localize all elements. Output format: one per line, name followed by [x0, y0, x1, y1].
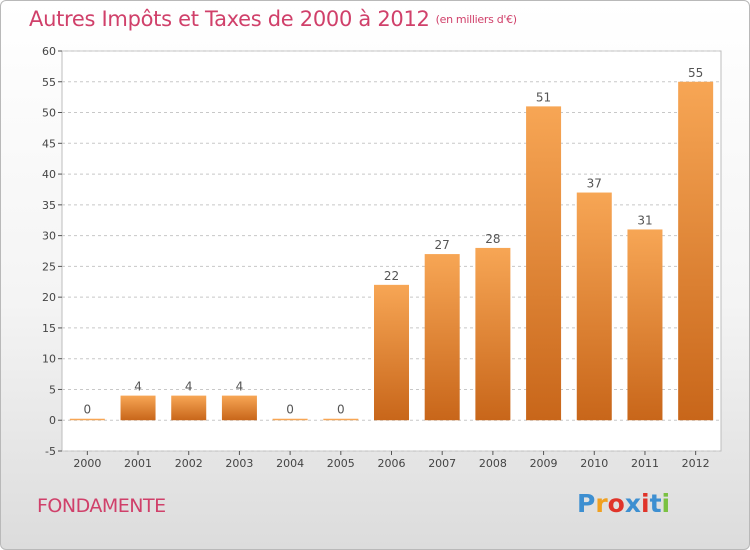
data-label: 27: [435, 238, 450, 252]
y-tick-label: -5: [45, 445, 56, 458]
x-tick-label: 2001: [124, 457, 152, 470]
y-tick-label: 35: [42, 199, 56, 212]
bar: [272, 418, 308, 421]
logo-letter: t: [649, 489, 662, 518]
logo-letter: P: [577, 489, 596, 518]
bar: [424, 254, 460, 421]
y-tick-label: 50: [42, 107, 56, 120]
y-tick-label: 15: [42, 322, 56, 335]
bar: [526, 106, 562, 421]
x-tick-label: 2010: [580, 457, 608, 470]
y-tick-label: 55: [42, 76, 56, 89]
commune-name: FONDAMENTE: [37, 495, 166, 517]
bar: [627, 229, 663, 421]
x-tick-label: 2007: [428, 457, 456, 470]
logo-letter: i: [661, 489, 671, 518]
logo-letter: x: [624, 489, 641, 518]
bar: [323, 418, 359, 421]
y-tick-label: 5: [49, 383, 56, 396]
y-tick-label: 60: [42, 45, 56, 58]
data-label: 31: [637, 213, 652, 227]
bar: [171, 395, 207, 421]
bar: [120, 395, 156, 421]
x-tick-label: 2006: [378, 457, 406, 470]
y-tick-label: 45: [42, 137, 56, 150]
y-tick-label: 20: [42, 291, 56, 304]
data-label: 0: [84, 403, 92, 417]
data-label: 22: [384, 269, 399, 283]
x-tick-label: 2011: [631, 457, 659, 470]
x-tick-label: 2012: [682, 457, 710, 470]
x-tick-label: 2000: [73, 457, 101, 470]
x-tick-label: 2002: [175, 457, 203, 470]
chart-title: Autres Impôts et Taxes de 2000 à 2012 (en…: [29, 7, 517, 31]
x-tick-label: 2008: [479, 457, 507, 470]
data-label: 51: [536, 90, 551, 104]
x-tick-label: 2009: [530, 457, 558, 470]
bar: [576, 192, 612, 421]
data-label: 55: [688, 66, 703, 80]
x-tick-label: 2004: [276, 457, 304, 470]
data-label: 4: [185, 380, 193, 394]
chart-unit: (en milliers d'€): [435, 13, 517, 26]
data-label: 0: [286, 403, 294, 417]
bar: [678, 81, 714, 421]
data-label: 37: [587, 177, 602, 191]
bar: [374, 284, 409, 421]
data-label: 28: [485, 232, 500, 246]
proxiti-logo: Proxiti: [577, 489, 670, 518]
logo-letter: o: [607, 489, 625, 518]
logo-letter: i: [641, 489, 650, 518]
y-tick-label: 40: [42, 168, 56, 181]
x-tick-label: 2003: [225, 457, 253, 470]
x-tick-label: 2005: [327, 457, 355, 470]
y-tick-label: 30: [42, 230, 56, 243]
y-tick-label: 0: [49, 414, 56, 427]
data-label: 4: [134, 380, 142, 394]
chart-title-text: Autres Impôts et Taxes de 2000 à 2012: [29, 7, 430, 31]
y-tick-label: 10: [42, 353, 56, 366]
data-label: 0: [337, 403, 345, 417]
y-tick-label: 25: [42, 260, 56, 273]
bar: [221, 395, 257, 421]
bar: [475, 247, 511, 421]
bar: [69, 418, 105, 421]
logo-letter: r: [595, 489, 608, 518]
data-label: 4: [236, 380, 244, 394]
